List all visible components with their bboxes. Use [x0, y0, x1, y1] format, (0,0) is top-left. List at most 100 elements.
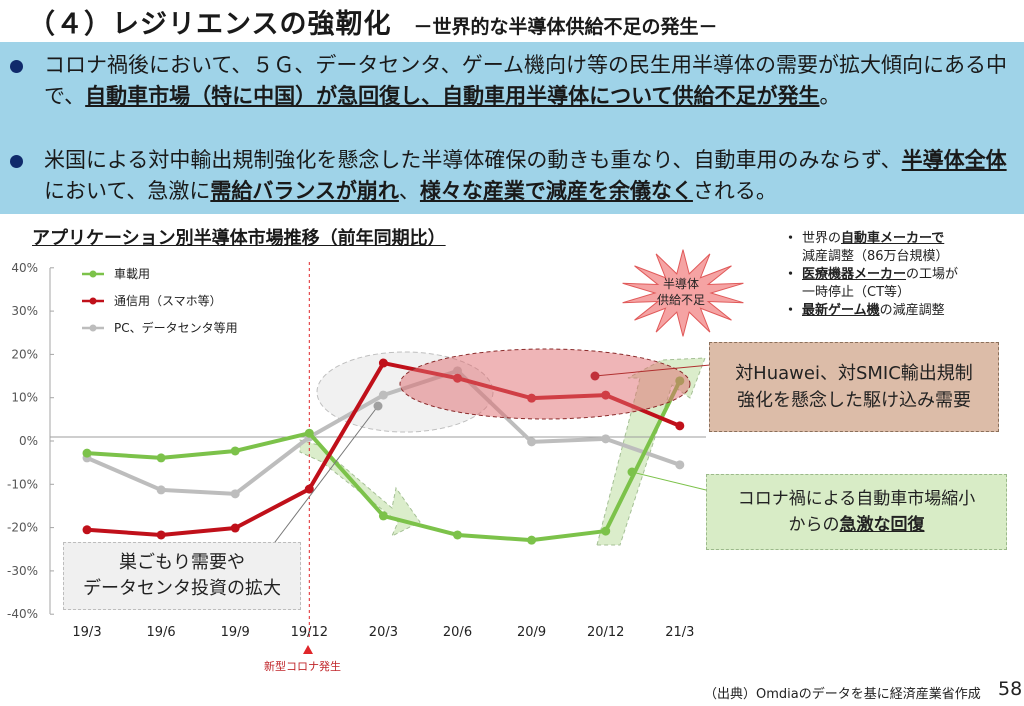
- y-tick-label: -10%: [7, 477, 38, 491]
- data-point: [675, 460, 685, 470]
- legend-label: 通信用（スマホ等）: [114, 294, 222, 308]
- leader-dot: [590, 371, 600, 381]
- data-point: [82, 448, 92, 458]
- data-point: [304, 484, 314, 494]
- recovery-leader-line: [631, 471, 707, 491]
- y-tick-label: -40%: [7, 607, 38, 621]
- note-emphasis: 医療機器メーカー: [802, 267, 907, 282]
- legend-marker: [89, 324, 97, 332]
- x-tick-label: 19/6: [146, 625, 175, 640]
- callout-line: 巣ごもり需要や: [119, 552, 245, 573]
- emphasis-text: 需給バランスが崩れ: [210, 179, 399, 203]
- impact-note-cont: 一時停止（CT等）: [802, 285, 911, 300]
- x-tick-label: 20/6: [443, 625, 472, 640]
- chart-title: アプリケーション別半導体市場推移（前年同期比）: [32, 228, 446, 249]
- note-emphasis: 最新ゲーム機: [802, 303, 880, 318]
- note-emphasis: 自動車メーカーで: [841, 231, 945, 246]
- callout-text: からの: [788, 515, 840, 535]
- y-tick-label: 10%: [11, 391, 38, 405]
- slide-title: （４）レジリエンスの強靭化 －世界的な半導体供給不足の発生－: [28, 2, 717, 40]
- data-point: [378, 358, 388, 368]
- body-text: 米国による対中輸出規制強化を懸念した半導体確保の動きも重なり、自動車用のみならず…: [44, 148, 902, 172]
- data-point: [156, 485, 166, 495]
- callout-line: からの急激な回復: [738, 512, 976, 538]
- shortage-burst-label: 半導体 供給不足: [646, 276, 716, 308]
- legend-label: 車載用: [114, 267, 150, 281]
- bullet-dot-icon: [10, 155, 23, 168]
- comm-highlight-ellipse: [399, 348, 691, 420]
- data-point: [453, 530, 462, 540]
- summary-bullet: 米国による対中輸出規制強化を懸念した半導体確保の動きも重なり、自動車用のみならず…: [10, 145, 1019, 207]
- huawei-leader-line: [594, 364, 711, 377]
- y-tick-label: 20%: [11, 347, 38, 361]
- x-tick-label: 20/3: [369, 625, 398, 640]
- stayhome-leader-line: [271, 405, 379, 547]
- data-point: [675, 421, 685, 431]
- x-tick-label: 20/12: [587, 625, 624, 640]
- data-point: [378, 390, 388, 400]
- data-point: [527, 535, 537, 545]
- emphasis-text: 様々な産業で減産を余儀なく: [419, 179, 693, 203]
- data-point: [304, 428, 314, 438]
- summary-bullet: コロナ禍後において、５Ｇ、データセンタ、ゲーム機向け等の民生用半導体の需要が拡大…: [10, 50, 1019, 112]
- summary-bullet-text: コロナ禍後において、５Ｇ、データセンタ、ゲーム機向け等の民生用半導体の需要が拡大…: [44, 50, 1019, 112]
- note-text: の減産調整: [879, 303, 945, 318]
- data-point: [601, 434, 611, 444]
- legend-marker: [89, 270, 97, 278]
- bullet-dot-icon: [10, 60, 23, 73]
- impact-note-cont: 減産調整（86万台規模）: [802, 249, 949, 264]
- callout-line: データセンタ投資の拡大: [83, 578, 281, 599]
- huawei-callout: 対Huawei、対SMIC輸出規制 強化を懸念した駆け込み需要: [709, 342, 999, 432]
- body-text: コロナ禍後において、５Ｇ、データセンタ、ゲーム機向け等の民生用半導体の需要が拡大…: [44, 53, 1008, 108]
- y-tick-label: -20%: [7, 521, 38, 535]
- note-text: の工場が: [906, 267, 959, 282]
- y-tick-label: -30%: [7, 564, 38, 578]
- burst-line: 供給不足: [656, 293, 705, 307]
- y-tick-label: 30%: [11, 304, 38, 318]
- x-tick-label: 19/9: [221, 625, 250, 640]
- recovery-callout: コロナ禍による自動車市場縮小 からの急激な回復: [706, 474, 1007, 550]
- impact-note: 最新ゲーム機の減産調整: [784, 302, 958, 320]
- emphasis-text: 自動車市場（特に中国）が急回復し、自動車用半導体について供給不足が発生: [85, 84, 820, 108]
- data-point: [156, 453, 166, 463]
- body-text: 、: [398, 179, 420, 203]
- summary-bullet-text: 米国による対中輸出規制強化を懸念した半導体確保の動きも重なり、自動車用のみならず…: [44, 145, 1019, 207]
- covid-marker-label: 新型コロナ発生: [264, 660, 341, 673]
- x-tick-label: 19/3: [72, 625, 101, 640]
- stayhome-callout: 巣ごもり需要や データセンタ投資の拡大: [63, 542, 301, 610]
- burst-line: 半導体: [662, 277, 699, 291]
- data-point: [601, 526, 611, 536]
- body-text: される。: [692, 179, 777, 203]
- legend-marker: [89, 297, 97, 305]
- data-point: [527, 437, 537, 447]
- shortage-burst-icon: [622, 249, 744, 337]
- y-tick-label: 0%: [19, 434, 38, 448]
- callout-line: コロナ禍による自動車市場縮小: [737, 489, 976, 509]
- emphasis-text: 半導体全体: [901, 148, 1007, 172]
- data-point: [230, 523, 240, 533]
- data-point: [156, 530, 166, 540]
- x-tick-label: 20/9: [517, 625, 546, 640]
- impact-note: 世界の自動車メーカーで: [784, 230, 958, 248]
- x-tick-label: 21/3: [665, 625, 694, 640]
- data-point: [230, 446, 240, 456]
- slide-subtitle: －世界的な半導体供給不足の発生－: [413, 16, 718, 38]
- slide-title-main: （４）レジリエンスの強靭化: [28, 9, 392, 40]
- body-text: 。: [819, 84, 841, 108]
- note-text: 世界の: [802, 231, 842, 246]
- leader-dot: [373, 401, 383, 411]
- body-text: において、急激に: [44, 179, 211, 203]
- covid-marker-triangle-icon: [303, 645, 313, 654]
- summary-banner: [0, 42, 1024, 214]
- legend-label: PC、データセンタ等用: [114, 320, 238, 335]
- callout-emphasis: 急激な回復: [839, 515, 925, 535]
- data-point: [378, 511, 388, 521]
- impact-note: 医療機器メーカーの工場が: [784, 266, 959, 284]
- y-tick-label: 40%: [11, 261, 38, 275]
- callout-line: 対Huawei、対SMIC輸出規制: [735, 363, 973, 384]
- data-point: [230, 489, 240, 499]
- source-note: （出典）Omdiaのデータを基に経済産業省作成: [704, 687, 981, 702]
- page-number: 58: [998, 678, 1023, 700]
- callout-line: 強化を懸念した駆け込み需要: [736, 390, 971, 411]
